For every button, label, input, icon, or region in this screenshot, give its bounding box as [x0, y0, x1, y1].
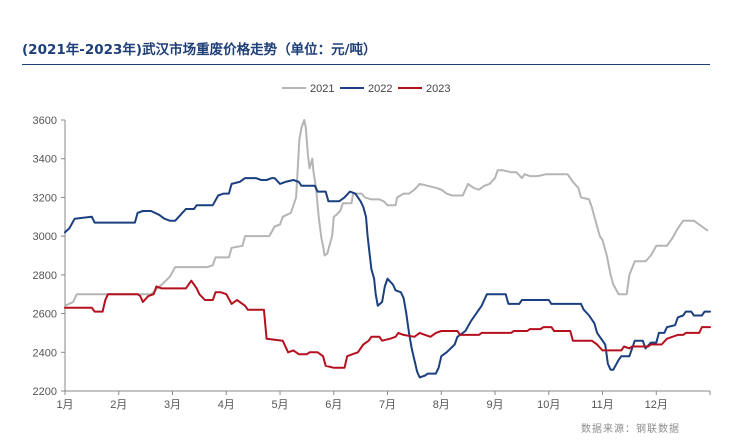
series-line-2023 — [64, 279, 711, 369]
y-tick-label: 3600 — [33, 115, 57, 127]
series-line-2021 — [64, 119, 709, 307]
x-tick-label: 11月 — [591, 399, 613, 411]
series-line-2022 — [64, 177, 711, 379]
legend: 2021 2022 2023 — [282, 83, 450, 95]
x-tick-label: 5月 — [271, 399, 288, 411]
x-tick-label: 3月 — [164, 399, 181, 411]
x-tick-label: 1月 — [56, 399, 73, 411]
source-note: 数据来源：钢联数据 — [581, 424, 680, 435]
legend-label-2022: 2022 — [368, 83, 392, 95]
x-tick-label: 8月 — [433, 399, 450, 411]
y-tick-label: 3200 — [33, 192, 57, 204]
y-axis: 2200 2400 2600 2800 3000 3200 3400 3600 — [33, 115, 66, 398]
legend-label-2021: 2021 — [310, 83, 334, 95]
y-tick-label: 2200 — [33, 386, 57, 398]
x-tick-label: 10月 — [537, 399, 560, 411]
chart-title: (2021年-2023年)武汉市场重废价格走势（单位：元/吨） — [22, 42, 377, 58]
x-tick-label: 2月 — [110, 399, 127, 411]
x-tick-label: 4月 — [218, 399, 235, 411]
y-tick-label: 2800 — [33, 270, 57, 282]
title-underline — [22, 64, 710, 65]
y-tick-label: 3400 — [33, 154, 57, 166]
x-tick-label: 12月 — [645, 399, 668, 411]
legend-label-2023: 2023 — [426, 83, 450, 95]
series-layer — [64, 119, 711, 379]
x-axis: 1月 2月 3月 4月 5月 6月 7月 8月 9月 10月 11月 12月 — [56, 390, 711, 411]
y-tick-label: 3000 — [33, 231, 57, 243]
x-tick-label: 7月 — [379, 399, 396, 411]
y-tick-label: 2400 — [33, 347, 57, 359]
y-tick-label: 2600 — [33, 309, 57, 321]
x-tick-label: 6月 — [325, 399, 342, 411]
x-tick-label: 9月 — [486, 399, 503, 411]
